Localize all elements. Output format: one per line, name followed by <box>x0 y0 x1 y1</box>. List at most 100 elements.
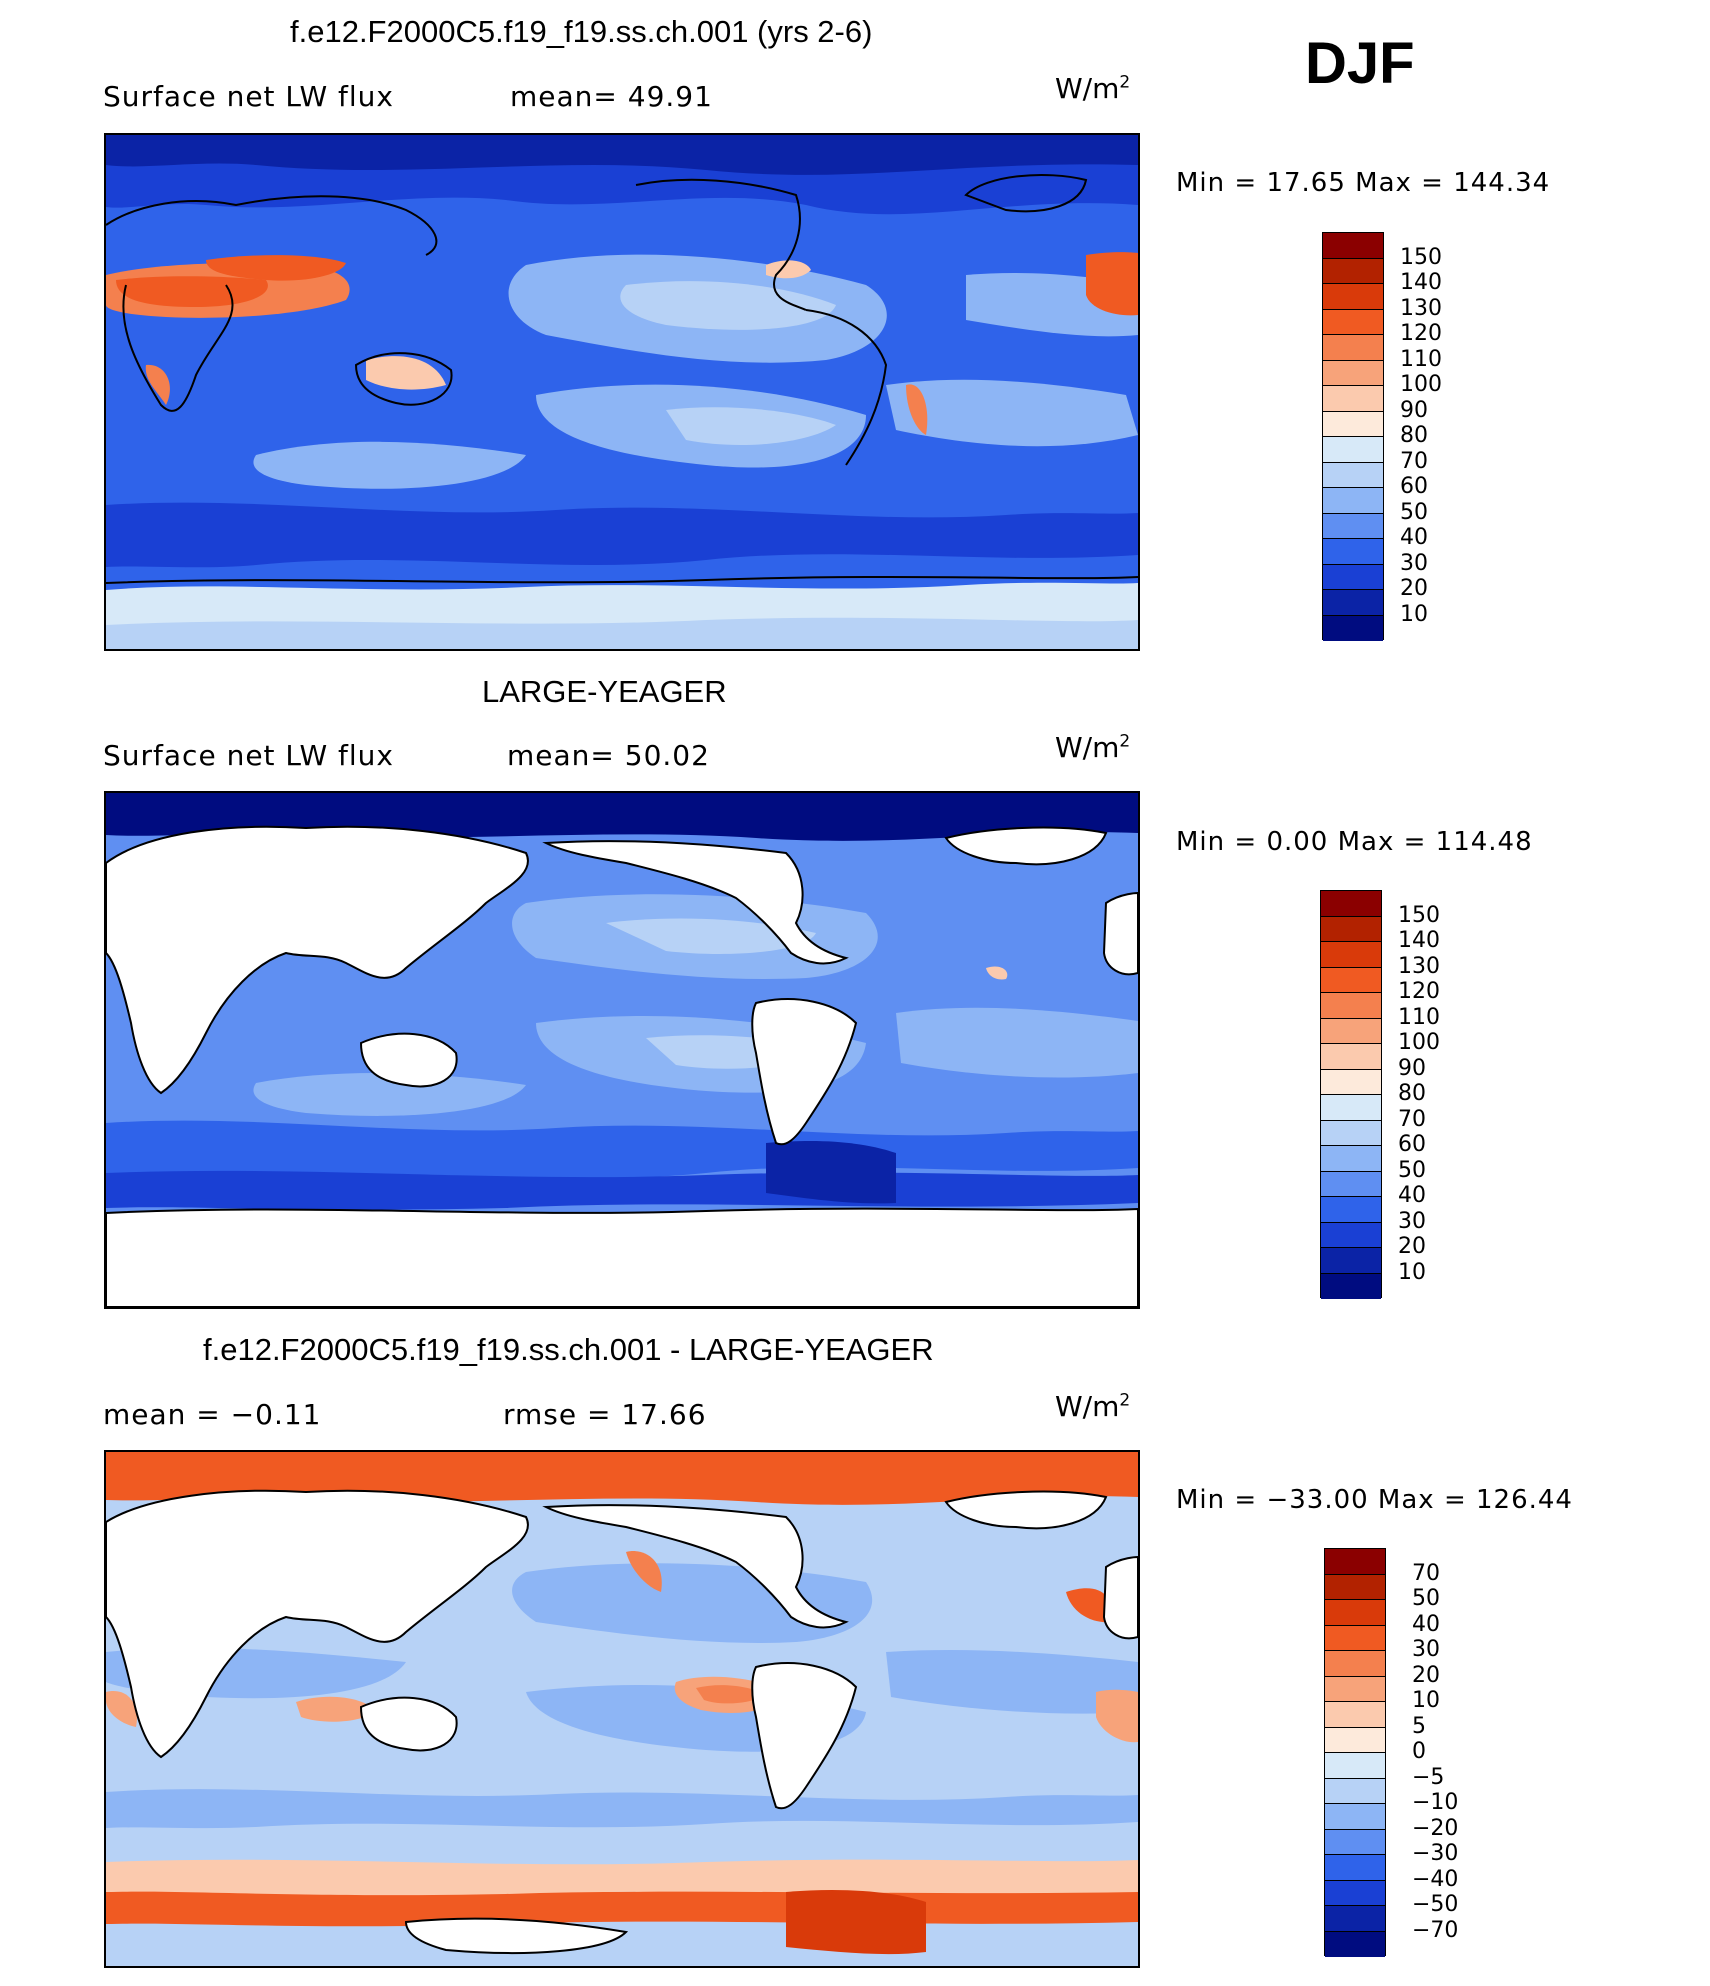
colorbar-swatch <box>1325 1804 1385 1830</box>
colorbar-label: 0 <box>1412 1739 1426 1764</box>
colorbar-swatch <box>1321 1044 1381 1070</box>
panel-2-mean-label: mean= 50.02 <box>507 739 710 772</box>
colorbar-label: 120 <box>1398 979 1440 1004</box>
colorbar-swatch <box>1321 891 1381 917</box>
colorbar-swatch <box>1323 437 1383 463</box>
colorbar-swatch <box>1321 1273 1381 1299</box>
panel-2-colorbar <box>1320 890 1382 1299</box>
colorbar-swatch <box>1325 1600 1385 1626</box>
panel-3-minmax: Min = −33.00 Max = 126.44 <box>1176 1485 1573 1515</box>
colorbar-label: −10 <box>1412 1790 1459 1815</box>
panel-3-units: W/m2 <box>1055 1390 1131 1423</box>
colorbar-swatch <box>1325 1549 1385 1575</box>
colorbar-swatch <box>1321 967 1381 993</box>
colorbar-swatch <box>1323 386 1383 412</box>
colorbar-label: 30 <box>1398 1208 1426 1234</box>
colorbar-label: −5 <box>1412 1764 1445 1790</box>
colorbar-swatch <box>1325 1651 1385 1677</box>
colorbar-swatch <box>1321 1222 1381 1248</box>
colorbar-swatch <box>1323 233 1383 259</box>
panel-1-colorbar <box>1322 232 1384 641</box>
colorbar-swatch <box>1325 1727 1385 1753</box>
colorbar-swatch <box>1323 488 1383 514</box>
colorbar-label: 100 <box>1398 1030 1440 1055</box>
season-label: DJF <box>1305 31 1415 96</box>
panel-1-minmax: Min = 17.65 Max = 144.34 <box>1176 168 1551 198</box>
colorbar-swatch <box>1321 1095 1381 1121</box>
colorbar-swatch <box>1325 1855 1385 1881</box>
colorbar-label: 150 <box>1398 902 1440 928</box>
colorbar-label: 50 <box>1398 1157 1426 1183</box>
panel-3-colorbar <box>1324 1548 1386 1957</box>
colorbar-label: 70 <box>1412 1560 1440 1586</box>
panel-1-variable-label: Surface net LW flux <box>103 80 394 113</box>
colorbar-label: 50 <box>1412 1586 1440 1611</box>
colorbar-label: −40 <box>1412 1866 1459 1892</box>
colorbar-swatch <box>1323 513 1383 539</box>
colorbar-label: −50 <box>1412 1892 1459 1917</box>
colorbar-label: 50 <box>1400 499 1428 525</box>
colorbar-swatch <box>1325 1829 1385 1855</box>
colorbar-label: 140 <box>1398 928 1440 953</box>
colorbar-label: 10 <box>1412 1688 1440 1713</box>
panel-3-rmse-label: rmse = 17.66 <box>503 1398 707 1431</box>
colorbar-label: 120 <box>1400 321 1442 346</box>
colorbar-label: 10 <box>1398 1259 1426 1285</box>
colorbar-label: 90 <box>1400 397 1428 423</box>
colorbar-swatch <box>1323 462 1383 488</box>
colorbar-label: 20 <box>1400 576 1428 601</box>
colorbar-label: 40 <box>1412 1611 1440 1637</box>
colorbar-label: −20 <box>1412 1815 1459 1841</box>
colorbar-swatch <box>1323 284 1383 310</box>
colorbar-label: 20 <box>1398 1234 1426 1259</box>
panel-3-mean-label: mean = −0.11 <box>103 1398 322 1431</box>
colorbar-swatch <box>1321 1171 1381 1197</box>
colorbar-swatch <box>1321 1146 1381 1172</box>
colorbar-swatch <box>1323 335 1383 361</box>
colorbar-label: 90 <box>1398 1055 1426 1081</box>
colorbar-swatch <box>1321 1018 1381 1044</box>
colorbar-label: 60 <box>1400 474 1428 499</box>
panel-1-title: f.e12.F2000C5.f19_f19.ss.ch.001 (yrs 2-6… <box>290 14 873 49</box>
colorbar-swatch <box>1323 360 1383 386</box>
colorbar-swatch <box>1325 1931 1385 1957</box>
colorbar-label: 100 <box>1400 372 1442 397</box>
panel-2-variable-label: Surface net LW flux <box>103 739 394 772</box>
colorbar-swatch <box>1325 1574 1385 1600</box>
panel-3-title: f.e12.F2000C5.f19_f19.ss.ch.001 - LARGE-… <box>203 1332 934 1367</box>
panel-2-map <box>104 791 1140 1309</box>
colorbar-swatch <box>1325 1676 1385 1702</box>
colorbar-label: 60 <box>1398 1132 1426 1157</box>
colorbar-swatch <box>1321 1248 1381 1274</box>
panel-1-map <box>104 133 1140 651</box>
colorbar-swatch <box>1323 564 1383 590</box>
colorbar-label: 80 <box>1400 423 1428 448</box>
colorbar-swatch <box>1325 1880 1385 1906</box>
panel-1-units: W/m2 <box>1055 72 1131 105</box>
colorbar-label: 70 <box>1398 1106 1426 1132</box>
colorbar-label: 80 <box>1398 1081 1426 1106</box>
colorbar-swatch <box>1321 1069 1381 1095</box>
colorbar-swatch <box>1325 1702 1385 1728</box>
colorbar-swatch <box>1323 309 1383 335</box>
colorbar-label: 70 <box>1400 448 1428 474</box>
colorbar-swatch <box>1323 590 1383 616</box>
colorbar-label: −30 <box>1412 1841 1459 1866</box>
panel-3-map <box>104 1450 1140 1968</box>
panel-2-title: LARGE-YEAGER <box>482 674 727 709</box>
colorbar-swatch <box>1325 1625 1385 1651</box>
colorbar-swatch <box>1323 411 1383 437</box>
colorbar-label: 20 <box>1412 1662 1440 1688</box>
colorbar-label: 110 <box>1398 1004 1440 1030</box>
panel-2-units: W/m2 <box>1055 731 1131 764</box>
colorbar-label: 30 <box>1412 1637 1440 1662</box>
colorbar-label: 150 <box>1400 244 1442 270</box>
colorbar-label: 10 <box>1400 601 1428 627</box>
colorbar-swatch <box>1323 615 1383 641</box>
colorbar-swatch <box>1321 1120 1381 1146</box>
colorbar-swatch <box>1321 1197 1381 1223</box>
colorbar-label: 140 <box>1400 270 1442 295</box>
colorbar-label: 40 <box>1400 525 1428 550</box>
colorbar-swatch <box>1323 539 1383 565</box>
colorbar-label: 30 <box>1400 550 1428 576</box>
